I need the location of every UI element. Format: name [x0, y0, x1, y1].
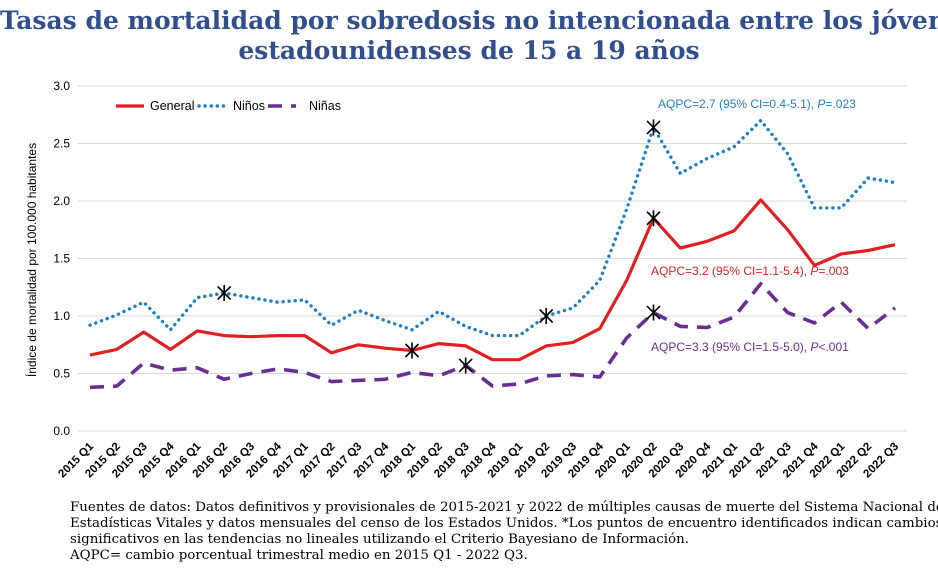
y-axis-ticks: 0.0 0.5 1.0 1.5 2.0 2.5 3.0: [53, 79, 70, 438]
annotation-general-text: AQPC=3.2 (95% CI=1.1-5.4),: [651, 264, 810, 278]
legend-label-general: General: [150, 99, 194, 113]
series-line-ninas: [89, 282, 897, 390]
y-tick-label: 0.5: [53, 367, 70, 381]
chart-title: Tasas de mortalidad por sobredosis no in…: [0, 6, 938, 66]
annotation-ninos: AQPC=2.7 (95% CI=0.4-5.1), P=.023: [658, 97, 856, 111]
series-line-ninos: [88, 118, 897, 338]
footnote-line-4: AQPC= cambio porcentual trimestral medio…: [70, 548, 528, 563]
joinpoint-marker: [646, 210, 661, 227]
y-axis-label: Índice de mortalidad por 100.000 habitan…: [24, 143, 39, 377]
y-tick-label: 0.0: [53, 424, 70, 438]
annotation-general: AQPC=3.2 (95% CI=1.1-5.4), P=.003: [651, 264, 849, 278]
annotation-ninas-pvalue: <.001: [818, 340, 849, 354]
y-tick-label: 2.5: [53, 137, 70, 151]
chart-title-line-1: Tasas de mortalidad por sobredosis no in…: [0, 6, 938, 35]
y-tick-label: 1.0: [53, 309, 70, 323]
series-line-general: [89, 198, 896, 362]
joinpoint-marker: [458, 357, 473, 374]
joinpoint-markers: [217, 119, 661, 374]
chart-title-line-2: estadounidenses de 15 a 19 años: [238, 36, 700, 65]
joinpoint-marker: [646, 304, 661, 321]
footnote-line-1: Fuentes de datos: Datos definitivos y pr…: [70, 500, 938, 515]
annotation-ninos-pvalue: =.023: [825, 97, 856, 111]
joinpoint-marker: [539, 308, 554, 324]
annotation-ninos-p: P: [817, 97, 825, 111]
annotation-general-pvalue: =.003: [818, 264, 849, 278]
legend-label-ninas: Niñas: [309, 99, 341, 113]
annotation-general-p: P: [810, 264, 818, 278]
joinpoint-marker: [404, 342, 420, 359]
annotation-ninas-text: AQPC=3.3 (95% CI=1.5-5.0),: [651, 340, 810, 354]
y-tick-label: 2.0: [53, 194, 70, 208]
legend: General Niños Niñas: [116, 99, 341, 113]
footnote-line-3: significativos en las tendencias no line…: [70, 532, 689, 547]
legend-label-ninos: Niños: [233, 99, 265, 113]
chart-footnote: Fuentes de datos: Datos definitivos y pr…: [70, 500, 938, 564]
annotation-ninas: AQPC=3.3 (95% CI=1.5-5.0), P<.001: [651, 340, 849, 354]
annotation-ninos-text: AQPC=2.7 (95% CI=0.4-5.1),: [658, 97, 817, 111]
y-tick-label: 1.5: [53, 252, 70, 266]
y-gridlines: [78, 85, 907, 432]
annotation-ninas-p: P: [810, 340, 818, 354]
joinpoint-marker: [646, 119, 661, 136]
y-tick-label: 3.0: [53, 79, 70, 93]
footnote-line-2: Estadísticas Vitales y datos mensuales d…: [70, 516, 938, 531]
joinpoint-marker: [217, 285, 232, 301]
